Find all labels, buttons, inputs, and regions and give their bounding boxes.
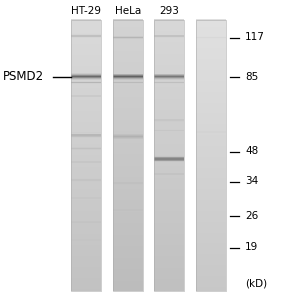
- Bar: [113, 74, 143, 75]
- Text: 85: 85: [245, 71, 258, 82]
- Bar: [154, 74, 184, 75]
- Bar: [154, 159, 184, 160]
- Bar: [154, 158, 184, 159]
- Bar: [154, 37, 184, 38]
- Bar: [113, 37, 143, 38]
- Bar: [113, 76, 143, 77]
- Text: 34: 34: [245, 176, 258, 187]
- Bar: [113, 182, 143, 183]
- Bar: [154, 79, 184, 80]
- Bar: [71, 148, 101, 149]
- Bar: [71, 178, 101, 179]
- Bar: [154, 120, 184, 121]
- Bar: [196, 37, 226, 38]
- Bar: [71, 79, 101, 80]
- Bar: [113, 135, 143, 136]
- Bar: [113, 36, 143, 37]
- Text: (kD): (kD): [245, 278, 267, 289]
- Bar: [71, 133, 101, 134]
- Bar: [154, 78, 184, 79]
- Text: PSMD2: PSMD2: [3, 70, 44, 83]
- Bar: [71, 36, 101, 37]
- Bar: [154, 131, 184, 132]
- Bar: [71, 73, 101, 74]
- Bar: [154, 35, 184, 36]
- Bar: [154, 76, 184, 77]
- Bar: [154, 160, 184, 161]
- Bar: [71, 83, 101, 84]
- Text: HT-29: HT-29: [71, 5, 101, 16]
- Bar: [154, 161, 184, 162]
- Bar: [154, 156, 184, 157]
- Bar: [113, 79, 143, 80]
- Bar: [113, 136, 143, 137]
- Bar: [71, 76, 101, 77]
- Bar: [154, 77, 184, 78]
- Bar: [154, 119, 184, 120]
- Bar: [154, 130, 184, 131]
- Text: 117: 117: [245, 32, 265, 43]
- Bar: [113, 38, 143, 39]
- Bar: [154, 157, 184, 158]
- Bar: [196, 38, 226, 39]
- Bar: [154, 118, 184, 119]
- Bar: [71, 180, 101, 181]
- Bar: [154, 121, 184, 122]
- Text: 48: 48: [245, 146, 258, 157]
- Bar: [71, 147, 101, 148]
- Text: 26: 26: [245, 211, 258, 221]
- Bar: [154, 36, 184, 37]
- Bar: [154, 34, 184, 35]
- Bar: [196, 20, 226, 291]
- Bar: [154, 174, 184, 175]
- Bar: [113, 138, 143, 139]
- Text: HeLa: HeLa: [115, 5, 141, 16]
- Bar: [71, 78, 101, 79]
- Bar: [71, 132, 101, 133]
- Bar: [71, 37, 101, 38]
- Bar: [71, 77, 101, 78]
- Bar: [71, 162, 101, 163]
- Bar: [113, 75, 143, 76]
- Bar: [71, 34, 101, 35]
- Bar: [71, 20, 101, 291]
- Text: 293: 293: [159, 5, 179, 16]
- Bar: [71, 136, 101, 137]
- Bar: [71, 81, 101, 82]
- Bar: [71, 197, 101, 198]
- Bar: [71, 149, 101, 150]
- Bar: [71, 179, 101, 180]
- Bar: [71, 35, 101, 36]
- Bar: [154, 20, 184, 291]
- Bar: [196, 36, 226, 37]
- Bar: [113, 78, 143, 79]
- Bar: [71, 134, 101, 135]
- Bar: [113, 183, 143, 184]
- Bar: [71, 181, 101, 182]
- Bar: [113, 20, 143, 291]
- Bar: [71, 137, 101, 138]
- Bar: [71, 82, 101, 83]
- Bar: [113, 134, 143, 135]
- Bar: [71, 75, 101, 76]
- Text: 19: 19: [245, 242, 258, 253]
- Bar: [71, 135, 101, 136]
- Bar: [154, 75, 184, 76]
- Bar: [154, 129, 184, 130]
- Bar: [71, 74, 101, 75]
- Bar: [113, 77, 143, 78]
- Bar: [113, 137, 143, 138]
- Bar: [71, 161, 101, 162]
